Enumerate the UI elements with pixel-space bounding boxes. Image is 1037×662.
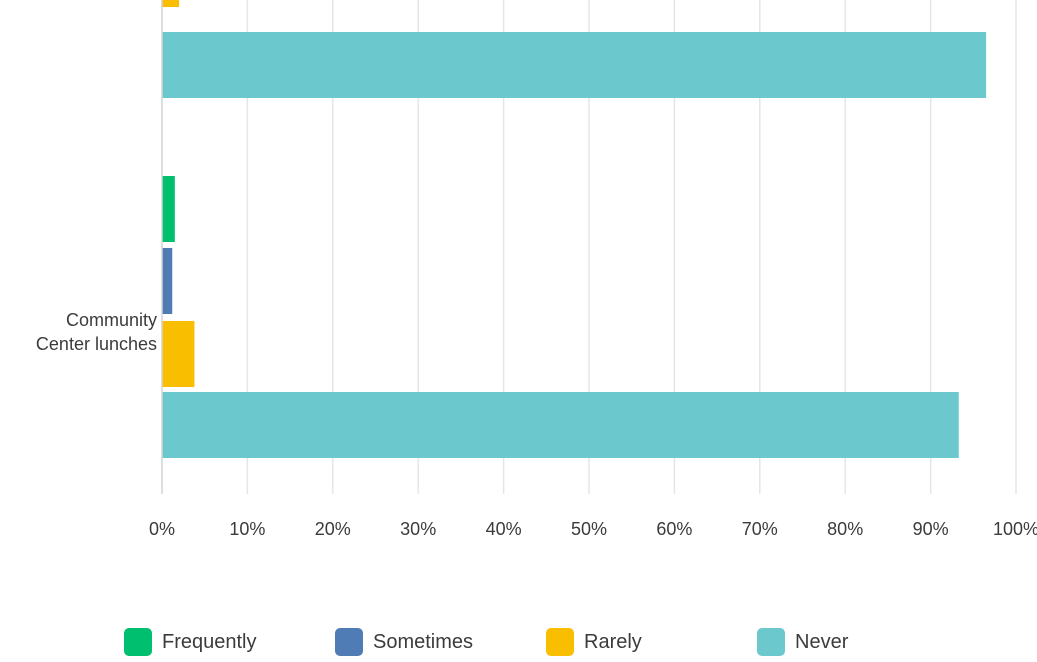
legend-item-never[interactable]: Never [757, 626, 848, 658]
legend-label: Never [795, 630, 849, 653]
bar-never[interactable] [162, 32, 987, 98]
x-tick-label: 90% [913, 519, 949, 539]
legend-label: Rarely [584, 630, 642, 653]
legend: Frequently Sometimes Rarely Never [0, 626, 1037, 658]
tick-label-layer: 0% 10% 20% 30% 40% 50% 60% 70% 80% 90% 100% [149, 519, 1037, 539]
legend-swatch [546, 628, 574, 656]
bar-never[interactable] [162, 392, 959, 458]
legend-item-frequently[interactable]: Frequently [124, 626, 257, 658]
bar-layer [162, 0, 987, 458]
bar-rarely[interactable] [162, 321, 195, 387]
bar-sometimes[interactable] [162, 248, 173, 314]
bar-rarely[interactable] [162, 0, 180, 7]
x-tick-label: 40% [486, 519, 522, 539]
category-label: Center lunches [36, 334, 157, 354]
x-tick-label: 80% [827, 519, 863, 539]
x-tick-label: 50% [571, 519, 607, 539]
legend-swatch [335, 628, 363, 656]
x-tick-label: 30% [400, 519, 436, 539]
legend-item-rarely[interactable]: Rarely [546, 626, 642, 658]
x-tick-label: 0% [149, 519, 175, 539]
legend-item-sometimes[interactable]: Sometimes [335, 626, 473, 658]
legend-swatch [757, 628, 785, 656]
x-tick-label: 10% [229, 519, 265, 539]
x-tick-label: 60% [656, 519, 692, 539]
category-label-layer: Community Center lunches [36, 310, 157, 354]
legend-label: Frequently [162, 630, 257, 653]
x-tick-label: 100% [993, 519, 1037, 539]
x-tick-label: 20% [315, 519, 351, 539]
category-label: Community [66, 310, 157, 330]
x-tick-label: 70% [742, 519, 778, 539]
bar-frequently[interactable] [162, 176, 175, 242]
legend-swatch [124, 628, 152, 656]
legend-label: Sometimes [373, 630, 474, 653]
